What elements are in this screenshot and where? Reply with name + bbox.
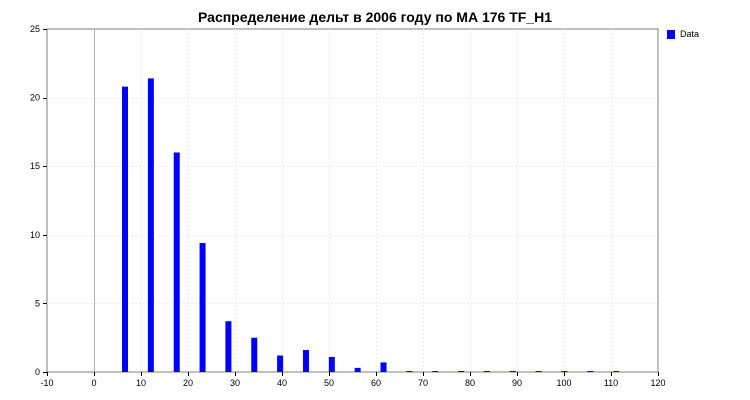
bar xyxy=(354,367,361,372)
x-tick-label: 100 xyxy=(556,378,571,388)
bar xyxy=(328,356,335,372)
x-tick-label: 50 xyxy=(324,378,334,388)
bar xyxy=(147,78,154,372)
x-tick-label: 110 xyxy=(604,378,618,388)
bar xyxy=(380,362,387,372)
bar xyxy=(406,371,413,372)
y-tick-label: 25 xyxy=(30,24,40,34)
legend-swatch-data xyxy=(667,29,675,39)
bar xyxy=(587,371,594,372)
bar xyxy=(173,152,180,372)
y-tick-label: 10 xyxy=(30,230,40,240)
bar xyxy=(483,371,490,372)
bar xyxy=(613,371,620,372)
y-tick-label: 20 xyxy=(30,93,40,103)
x-tick-label: 90 xyxy=(512,378,522,388)
plot-frame xyxy=(46,28,659,373)
legend-label-data: Data xyxy=(680,29,700,39)
x-tick-label: 60 xyxy=(371,378,381,388)
bar xyxy=(535,371,542,372)
bar xyxy=(225,321,232,372)
axes: -10 0 10 20 30 40 50 60 70 80 90 100 110 120051015202… xyxy=(30,24,666,388)
bar xyxy=(199,243,206,372)
bar xyxy=(432,371,439,372)
bar xyxy=(458,371,465,372)
grid xyxy=(46,28,659,373)
x-tick-label: 10 xyxy=(136,378,146,388)
x-tick-label: 30 xyxy=(230,378,240,388)
x-tick-label: 20 xyxy=(183,378,193,388)
bar xyxy=(302,350,309,372)
x-tick-label: 40 xyxy=(277,378,287,388)
x-tick-label: 120 xyxy=(650,378,665,388)
x-tick-label: 80 xyxy=(465,378,475,388)
bar xyxy=(561,371,568,372)
y-tick-label: 15 xyxy=(30,161,40,171)
bar xyxy=(277,355,284,372)
y-tick-label: 5 xyxy=(35,298,40,308)
chart-title: Распределение дельт в 2006 году по МА 17… xyxy=(198,9,552,25)
bars xyxy=(122,78,620,373)
bar xyxy=(509,371,516,372)
y-tick-label: 0 xyxy=(35,367,40,377)
bar xyxy=(251,337,258,372)
x-tick-label: 0 xyxy=(91,378,96,388)
x-tick-label: 70 xyxy=(418,378,428,388)
bar xyxy=(122,86,129,373)
legend: Data xyxy=(667,29,699,39)
x-tick-label: -10 xyxy=(40,378,53,388)
